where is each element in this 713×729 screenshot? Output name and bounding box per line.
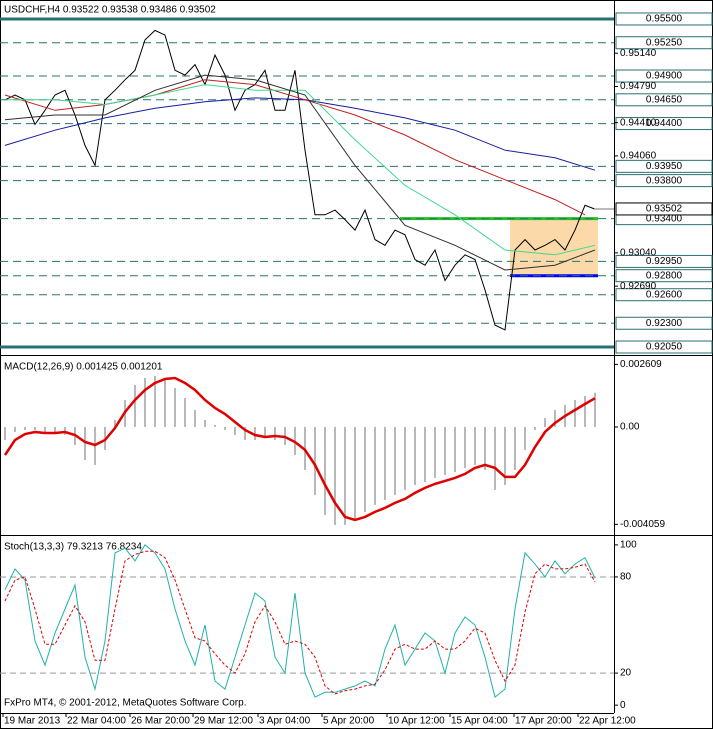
level-label: 0.95500 <box>646 14 683 25</box>
x-tick-label: 5 Apr 20:00 <box>323 716 375 727</box>
series-line <box>4 74 596 271</box>
panel-title: MACD(12,26,9) 0.001425 0.001201 <box>4 362 163 373</box>
level-label-box <box>615 159 713 173</box>
y-tick-label: 100 <box>620 540 637 551</box>
x-tick-label: 15 Apr 04:00 <box>451 716 508 727</box>
y-tick-label: 0.93040 <box>620 248 657 259</box>
last-price-label: 0.93502 <box>646 204 683 215</box>
level-label: 0.93800 <box>646 175 683 186</box>
y-tick-label: 0.00 <box>620 422 640 433</box>
y-tick-label: 0.94790 <box>620 81 657 92</box>
level-label-box <box>615 254 713 268</box>
y-tick-label: 0 <box>620 700 626 711</box>
y-tick-label: -0.004059 <box>620 519 665 530</box>
series-line <box>4 544 596 698</box>
level-label: 0.92300 <box>646 318 683 329</box>
y-tick-label: 0.92690 <box>620 281 657 292</box>
y-tick-label: 80 <box>620 572 632 583</box>
y-tick-label: 20 <box>620 668 632 679</box>
x-tick-label: 3 Apr 04:00 <box>259 716 311 727</box>
level-label-box <box>615 69 713 83</box>
panel-title: Stoch(13,3,3) 79.3213 76.8234 <box>4 542 142 553</box>
x-tick-label: 19 Mar 2013 <box>4 716 61 727</box>
level-label: 0.93400 <box>646 213 683 224</box>
x-tick-label: 22 Apr 12:00 <box>579 716 636 727</box>
y-tick-label: 0.002609 <box>620 359 662 370</box>
level-label-box <box>615 12 713 26</box>
series-line <box>5 84 596 256</box>
level-label-box <box>615 288 713 302</box>
series-line <box>4 29 596 331</box>
y-tick-label: 0.95140 <box>620 48 657 59</box>
level-label-box <box>615 93 713 107</box>
x-tick-label: 17 Apr 20:00 <box>515 716 572 727</box>
x-tick-label: 26 Mar 20:00 <box>131 716 190 727</box>
level-label: 0.94900 <box>646 71 683 82</box>
level-label-box <box>615 117 713 131</box>
x-tick-label: 22 Mar 04:00 <box>67 716 126 727</box>
level-label: 0.92600 <box>646 289 683 300</box>
x-tick-label: 29 Mar 12:00 <box>194 716 253 727</box>
level-label: 0.95250 <box>646 37 683 48</box>
level-label-box <box>615 269 713 283</box>
series-line <box>3 376 596 522</box>
level-label: 0.92800 <box>646 270 683 281</box>
last-price-box <box>615 202 713 216</box>
level-label-box <box>615 36 713 50</box>
copyright: FxPro MT4, © 2001-2012, MetaQuotes Softw… <box>4 698 246 709</box>
range-box <box>510 218 598 276</box>
panel-title: USDCHF,H4 0.93522 0.93538 0.93486 0.9350… <box>4 5 216 16</box>
y-tick-label: 0.94410 <box>620 117 657 128</box>
x-tick-label: 10 Apr 12:00 <box>388 716 445 727</box>
level-label-box <box>615 340 713 354</box>
y-tick-label: 0.94060 <box>620 151 657 162</box>
level-label: 0.94400 <box>646 118 683 129</box>
level-label: 0.93950 <box>646 161 683 172</box>
level-label: 0.92950 <box>646 256 683 267</box>
level-label: 0.94650 <box>646 94 683 105</box>
level-label-box <box>615 174 713 188</box>
level-label-box <box>615 316 713 330</box>
series-line <box>4 550 596 695</box>
level-label: 0.92050 <box>646 342 683 353</box>
